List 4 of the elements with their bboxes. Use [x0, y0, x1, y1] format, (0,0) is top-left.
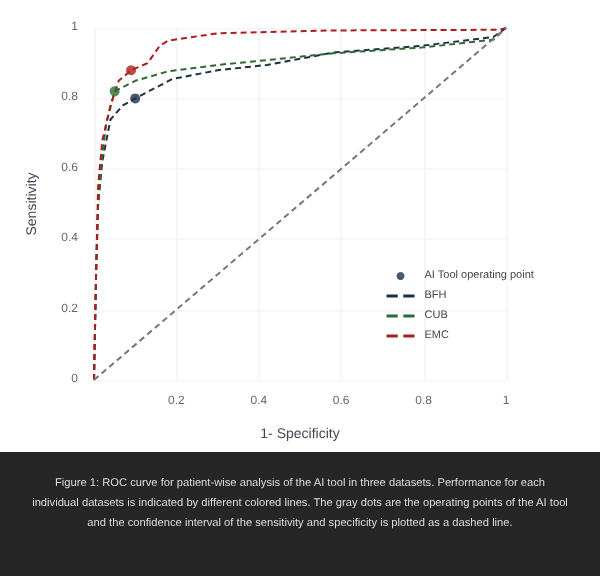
point: [126, 65, 137, 76]
line-series: [93, 27, 507, 381]
point: [130, 93, 141, 104]
point: [109, 86, 120, 97]
